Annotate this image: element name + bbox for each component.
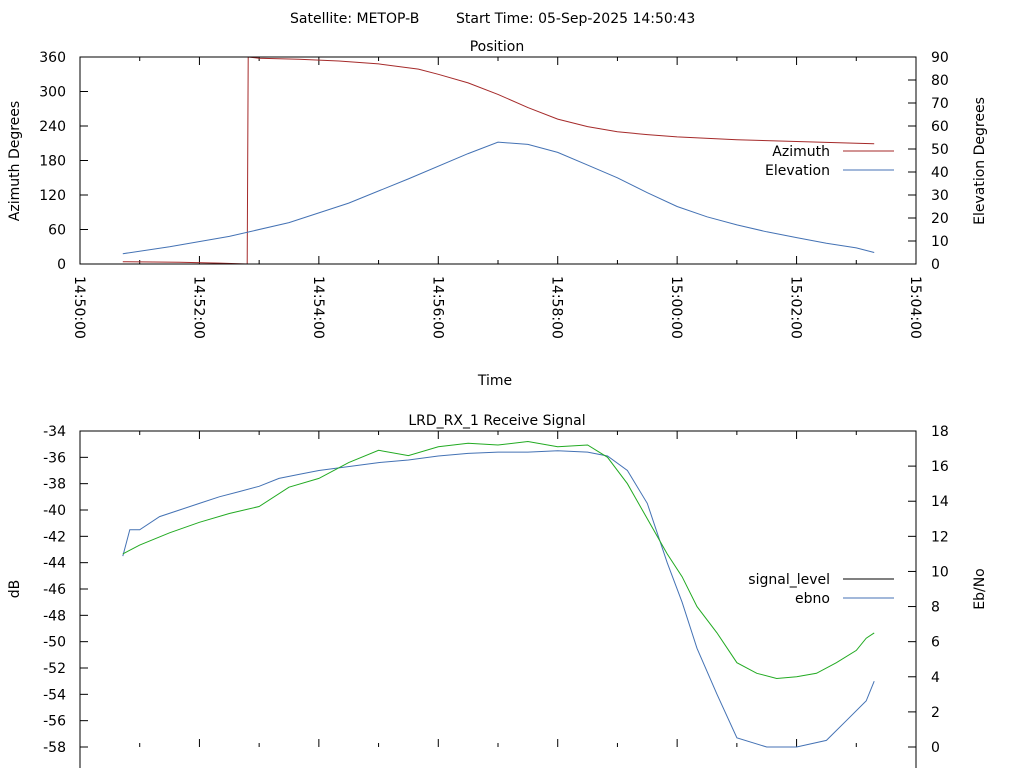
signal-series-signal-level-line bbox=[122, 450, 875, 748]
position-xtick-label: 15:00:00 bbox=[668, 276, 684, 339]
signal-ytick-label: -36 bbox=[43, 450, 66, 466]
signal-ytick-label: -34 bbox=[43, 424, 66, 440]
signal-series-ebno-line bbox=[122, 440, 875, 680]
signal-ytick-label: -38 bbox=[43, 477, 66, 493]
position-xtick-label: 14:50:00 bbox=[71, 276, 87, 339]
signal-ytick-label: -54 bbox=[43, 687, 66, 703]
position-xtick-label: 15:04:00 bbox=[907, 276, 923, 339]
signal-y2tick-label: 10 bbox=[931, 564, 949, 580]
position-series bbox=[122, 56, 875, 265]
position-chart: Position Azimuth Degrees Elevation Degre… bbox=[7, 39, 988, 389]
satellite-label: Satellite: METOP-B bbox=[290, 11, 419, 27]
position-series-Elevation-line bbox=[122, 141, 875, 255]
signal-y2tick-label: 2 bbox=[931, 705, 940, 721]
signal-y2tick-label: 0 bbox=[931, 740, 940, 756]
signal-y2tick-label: 4 bbox=[931, 670, 940, 686]
position-y-axis-label: Azimuth Degrees bbox=[7, 101, 23, 221]
position-x-axis-label: Time bbox=[477, 373, 512, 389]
position-y2tick-label: 90 bbox=[931, 50, 949, 66]
position-series-Azimuth-line bbox=[122, 56, 875, 265]
position-xtick-label: 14:52:00 bbox=[190, 276, 206, 339]
position-ytick-label: 360 bbox=[39, 50, 66, 66]
position-ytick-label: 300 bbox=[39, 85, 66, 101]
position-y2tick-label: 70 bbox=[931, 96, 949, 112]
signal-y-axis-label: dB bbox=[7, 580, 23, 599]
signal-ticks: -34 -36 -38 -40 -42 -44 -46 -48 -50 -52 -54 -56 -58 0… bbox=[43, 424, 949, 756]
position-chart-title: Position bbox=[470, 39, 525, 55]
signal-y2tick-label: 12 bbox=[931, 529, 949, 545]
position-y2tick-label: 30 bbox=[931, 188, 949, 204]
signal-ytick-label: -50 bbox=[43, 635, 66, 651]
position-legend: Azimuth Elevation bbox=[765, 144, 894, 179]
signal-y2tick-label: 6 bbox=[931, 635, 940, 651]
position-legend-label: Elevation bbox=[765, 163, 830, 179]
position-ytick-label: 60 bbox=[48, 223, 66, 239]
position-xtick-label: 14:58:00 bbox=[549, 276, 565, 339]
signal-plot-frame bbox=[79, 430, 917, 768]
signal-y2tick-label: 8 bbox=[931, 600, 940, 616]
signal-y2tick-label: 18 bbox=[931, 424, 949, 440]
position-y2tick-label: 20 bbox=[931, 211, 949, 227]
position-y2tick-label: 0 bbox=[931, 257, 940, 273]
signal-series bbox=[122, 440, 875, 748]
signal-ytick-label: -42 bbox=[43, 529, 66, 545]
signal-chart-title: LRD_RX_1 Receive Signal bbox=[408, 413, 585, 429]
signal-y2tick-label: 16 bbox=[931, 459, 949, 475]
signal-ytick-label: -44 bbox=[43, 556, 66, 572]
start-time-label: Start Time: 05-Sep-2025 14:50:43 bbox=[456, 11, 695, 27]
signal-ytick-label: -46 bbox=[43, 582, 66, 598]
position-ytick-label: 240 bbox=[39, 119, 66, 135]
position-xtick-label: 15:02:00 bbox=[788, 276, 804, 339]
position-xtick-label: 14:56:00 bbox=[429, 276, 445, 339]
position-ytick-label: 0 bbox=[57, 257, 66, 273]
signal-y2-axis-label: Eb/No bbox=[972, 568, 988, 610]
position-y2tick-label: 80 bbox=[931, 73, 949, 89]
position-y2tick-label: 40 bbox=[931, 165, 949, 181]
position-plot-frame bbox=[79, 56, 917, 265]
position-ytick-label: 120 bbox=[39, 188, 66, 204]
position-y2tick-label: 10 bbox=[931, 234, 949, 250]
position-y2-axis-label: Elevation Degrees bbox=[972, 97, 988, 225]
position-ticks: 0 60 120 180 240 300 360 0 10 20 30 40 50 60 70 80 90 14:… bbox=[39, 50, 949, 339]
signal-ytick-label: -40 bbox=[43, 503, 66, 519]
position-y2tick-label: 50 bbox=[931, 142, 949, 158]
signal-ytick-label: -52 bbox=[43, 661, 66, 677]
signal-ytick-label: -56 bbox=[43, 714, 66, 730]
signal-chart: LRD_RX_1 Receive Signal dB Eb/No -34-36-… bbox=[7, 413, 988, 768]
position-y2tick-label: 60 bbox=[931, 119, 949, 135]
signal-legend-label: ebno bbox=[795, 591, 830, 607]
signal-y2tick-label: 14 bbox=[931, 494, 949, 510]
position-xtick-label: 14:54:00 bbox=[310, 276, 326, 339]
signal-ytick-label: -48 bbox=[43, 608, 66, 624]
signal-ytick-label: -58 bbox=[43, 740, 66, 756]
signal-legend-label: signal_level bbox=[748, 572, 830, 588]
position-ytick-label: 180 bbox=[39, 154, 66, 170]
position-legend-label: Azimuth bbox=[772, 144, 830, 160]
